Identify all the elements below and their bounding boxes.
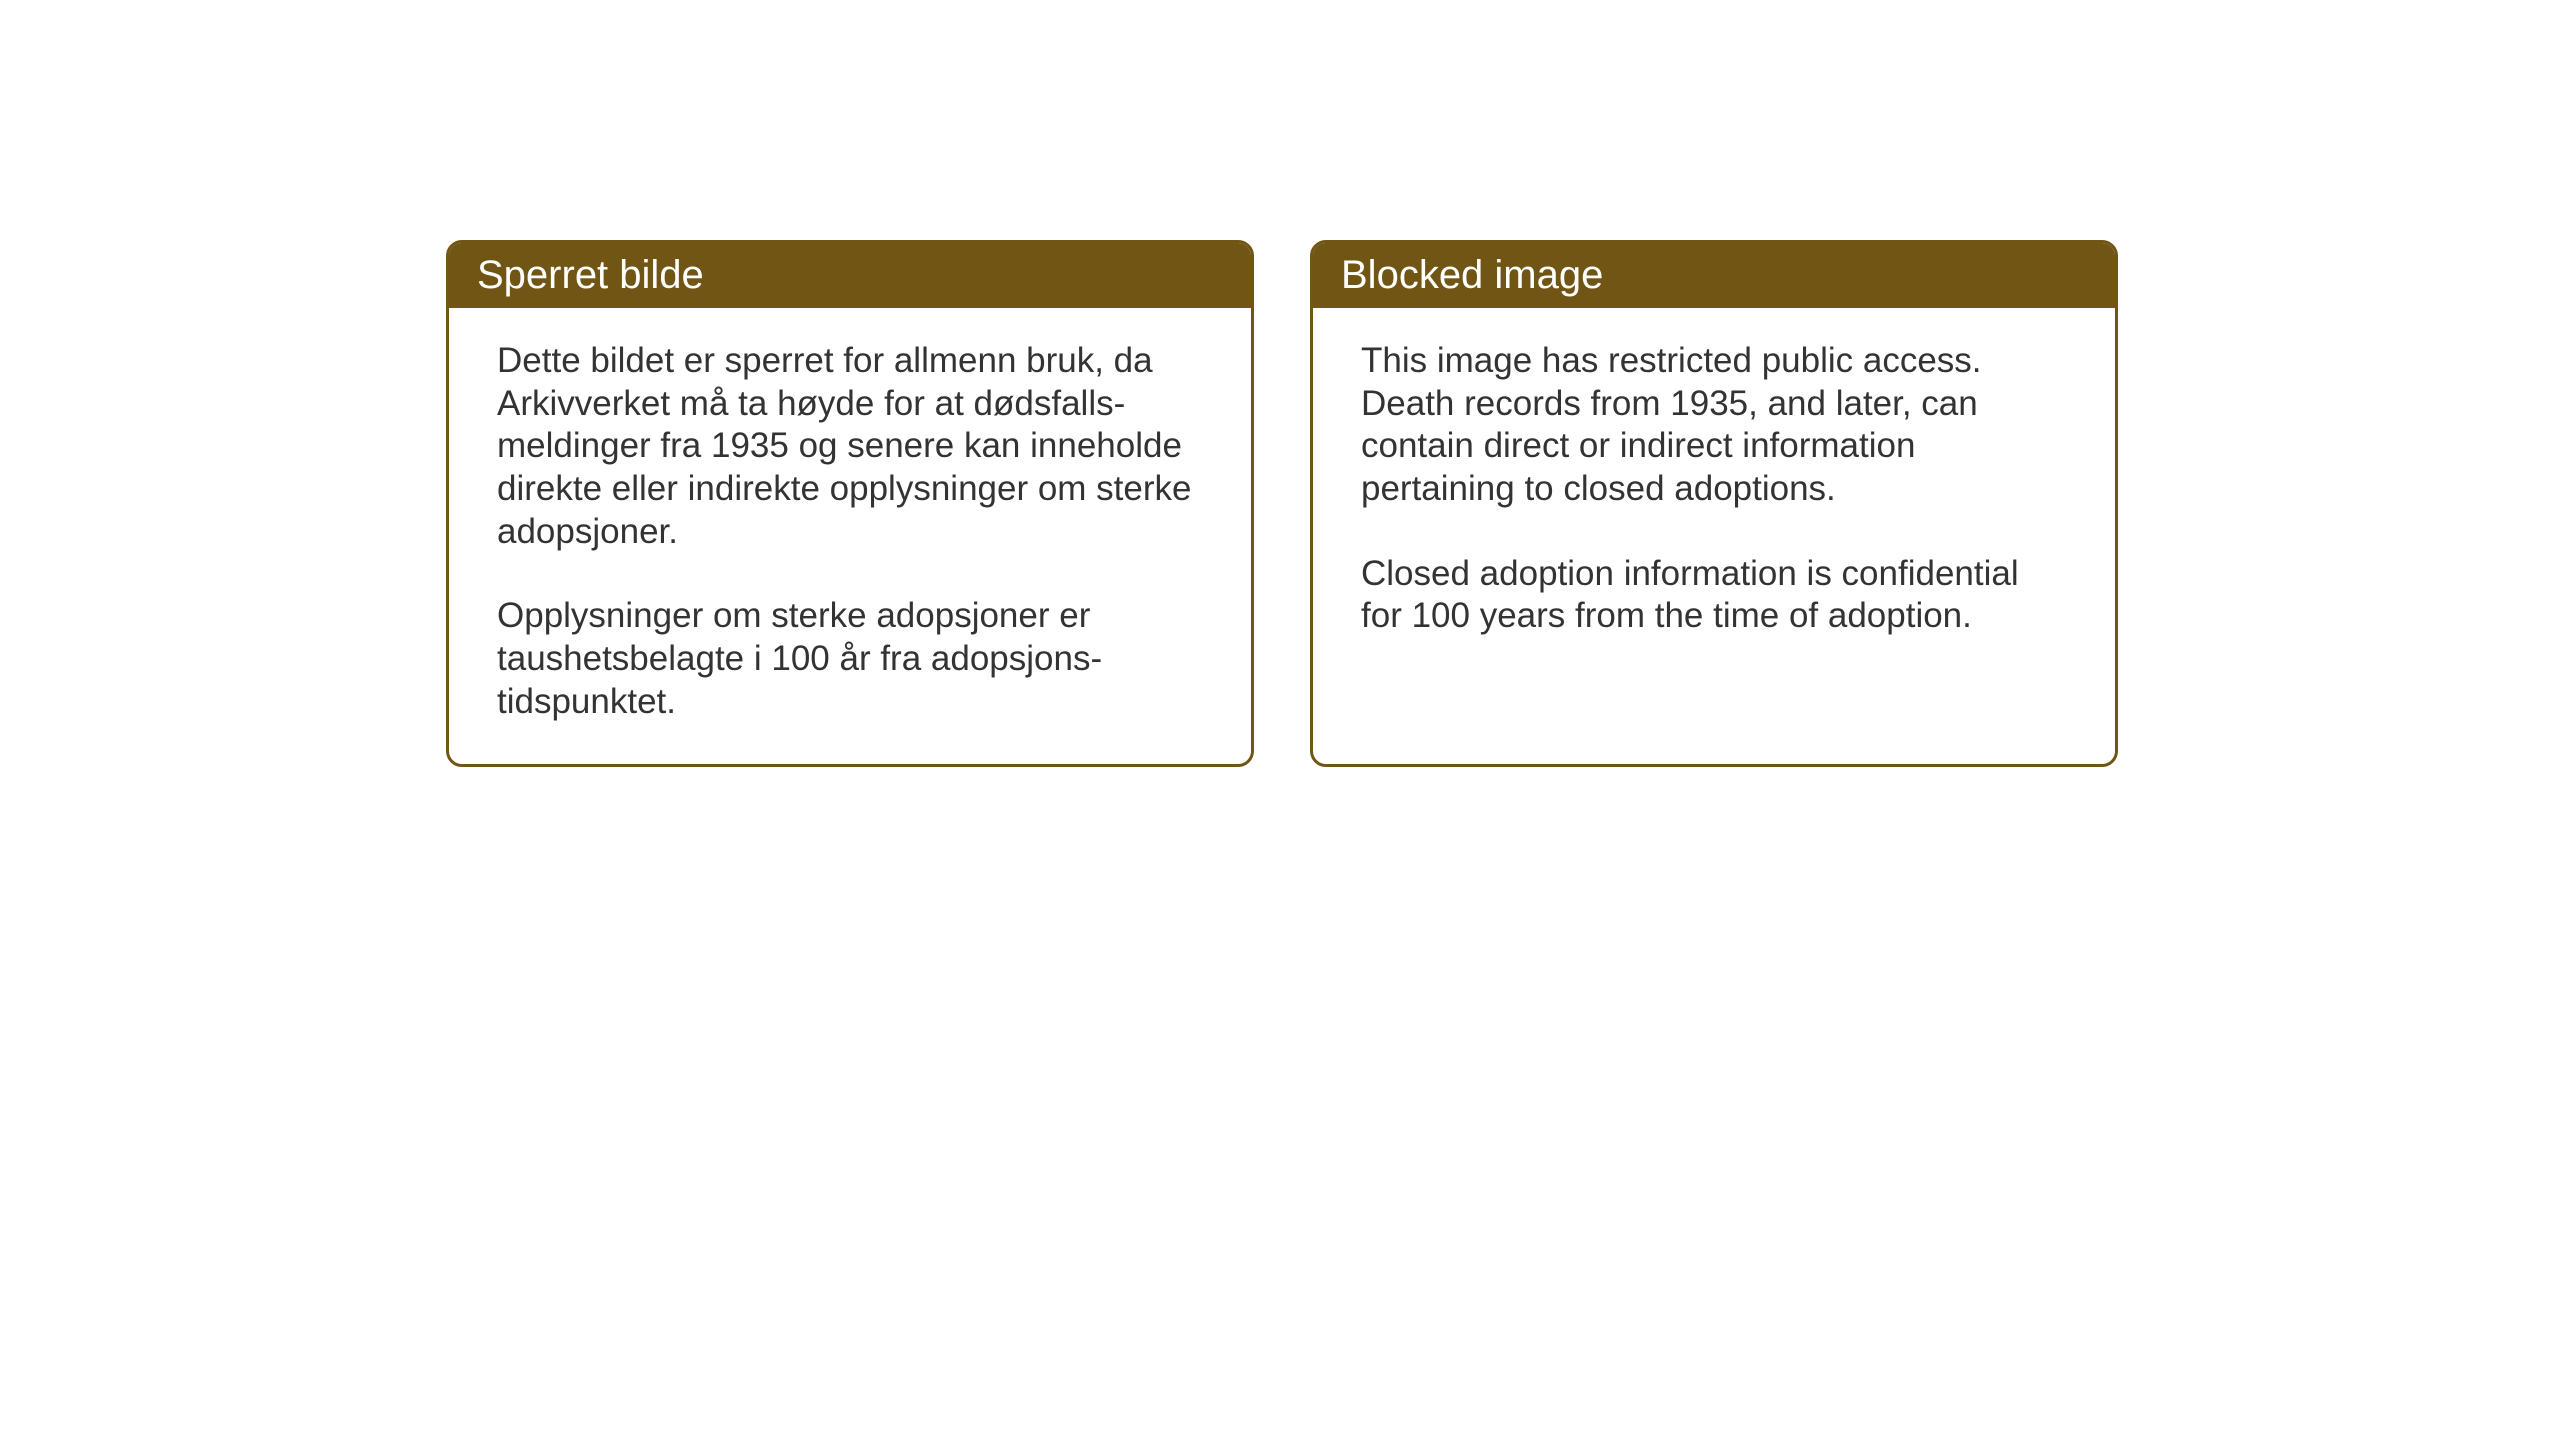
english-notice-card: Blocked image This image has restricted … (1310, 240, 2118, 767)
notice-container: Sperret bilde Dette bildet er sperret fo… (446, 240, 2118, 767)
norwegian-paragraph-2: Opplysninger om sterke adopsjoner er tau… (497, 595, 1203, 723)
norwegian-card-body: Dette bildet er sperret for allmenn bruk… (449, 308, 1251, 764)
english-card-body: This image has restricted public access.… (1313, 308, 2115, 678)
norwegian-card-title: Sperret bilde (449, 243, 1251, 308)
norwegian-notice-card: Sperret bilde Dette bildet er sperret fo… (446, 240, 1254, 767)
norwegian-paragraph-1: Dette bildet er sperret for allmenn bruk… (497, 340, 1203, 553)
english-paragraph-2: Closed adoption information is confident… (1361, 553, 2067, 638)
english-card-title: Blocked image (1313, 243, 2115, 308)
english-paragraph-1: This image has restricted public access.… (1361, 340, 2067, 511)
